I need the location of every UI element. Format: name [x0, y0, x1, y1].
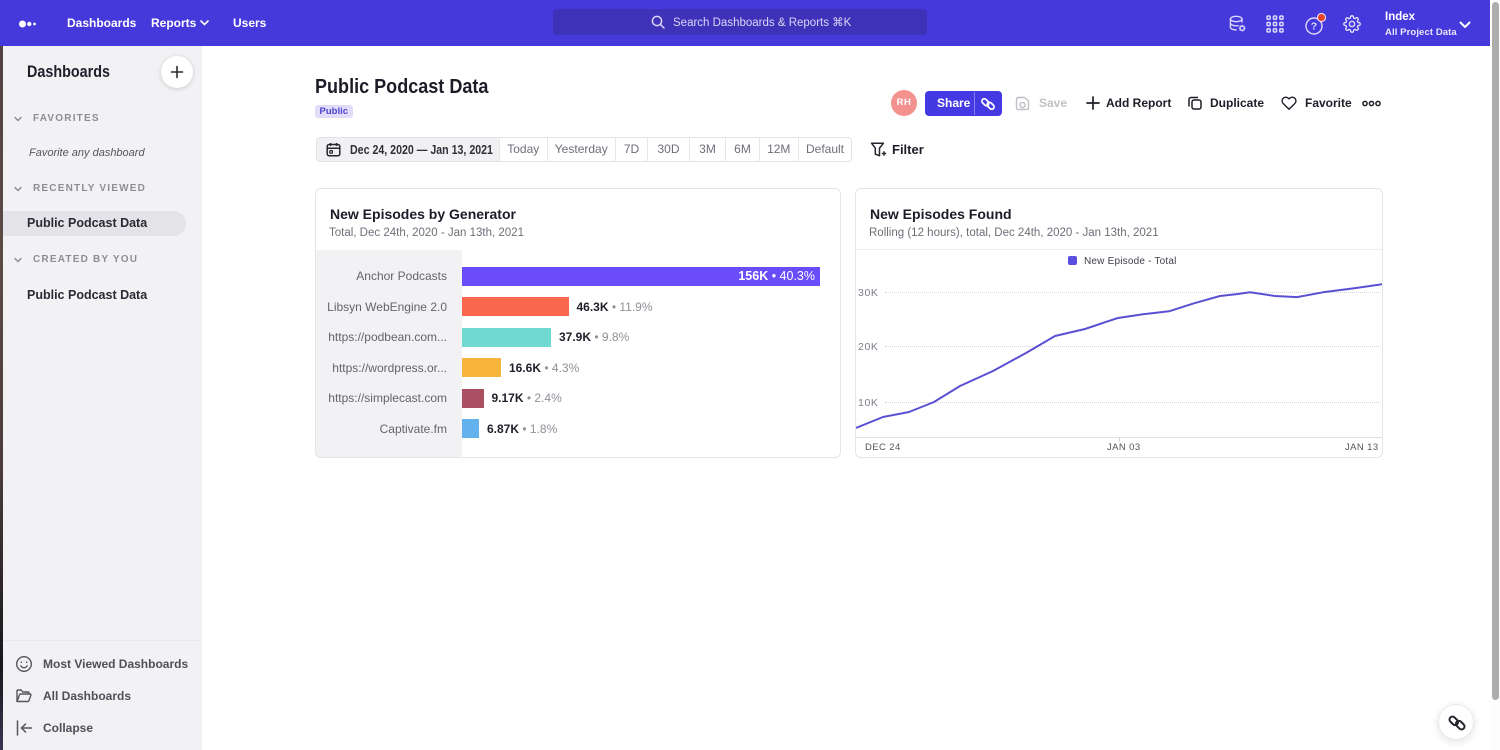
svg-text:?: ? — [1311, 21, 1317, 33]
